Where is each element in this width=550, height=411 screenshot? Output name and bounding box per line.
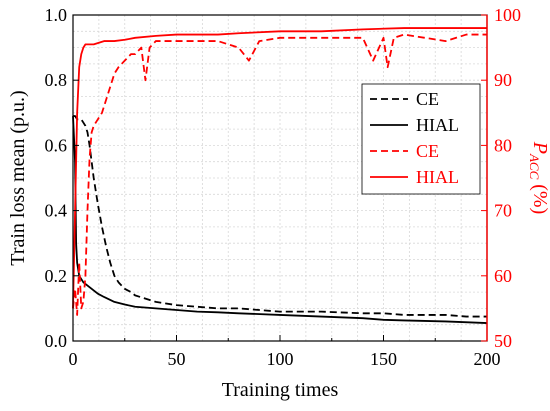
legend-box xyxy=(361,83,481,195)
y-right-tick-label: 50 xyxy=(494,331,512,351)
y-left-tick-label: 0.0 xyxy=(45,331,68,351)
y-right-label-symbol: P xyxy=(529,141,550,154)
series-line-ce-left xyxy=(73,115,487,318)
series-line-hial-right xyxy=(72,27,487,309)
legend-label: HIAL xyxy=(416,115,459,135)
y-left-tick-label: 0.4 xyxy=(45,201,68,221)
x-tick-label: 100 xyxy=(267,349,294,369)
x-axis-label: Training times xyxy=(222,379,339,401)
y-right-axis-label: PACC (%) xyxy=(527,141,550,215)
series-group xyxy=(72,27,488,324)
y-left-tick-label: 1.0 xyxy=(45,5,68,25)
y-right-tick-label: 60 xyxy=(494,266,512,286)
y-right-tick-label: 70 xyxy=(494,201,512,221)
y-right-label-subscript: ACC xyxy=(527,153,542,180)
x-tick-label: 150 xyxy=(370,349,397,369)
y-right-tick-label: 100 xyxy=(494,5,521,25)
y-left-tick-label: 0.8 xyxy=(45,70,68,90)
legend-label: HIAL xyxy=(416,167,459,187)
labels-group: Training times Train loss mean (p.u.) PACC… xyxy=(7,90,550,401)
legend-label: CE xyxy=(416,141,439,161)
x-tick-label: 200 xyxy=(474,349,501,369)
y-right-tick-label: 80 xyxy=(494,135,512,155)
y-left-tick-label: 0.6 xyxy=(45,135,68,155)
y-right-label-unit: (%) xyxy=(529,179,550,214)
x-tick-label: 50 xyxy=(168,349,186,369)
y-right-tick-label: 90 xyxy=(494,70,512,90)
legend-label: CE xyxy=(416,89,439,109)
y-left-tick-label: 0.2 xyxy=(45,266,68,286)
x-tick-label: 0 xyxy=(69,349,78,369)
legend: CE HIAL CE HIAL xyxy=(361,83,481,195)
y-left-axis-label: Train loss mean (p.u.) xyxy=(7,90,29,265)
ticks-group: 0 50 100 150 200 0.0 0.2 0.4 0.6 0.8 1.0 50 60 70 80 90… xyxy=(45,5,522,369)
series-line-ce-right xyxy=(72,33,487,316)
